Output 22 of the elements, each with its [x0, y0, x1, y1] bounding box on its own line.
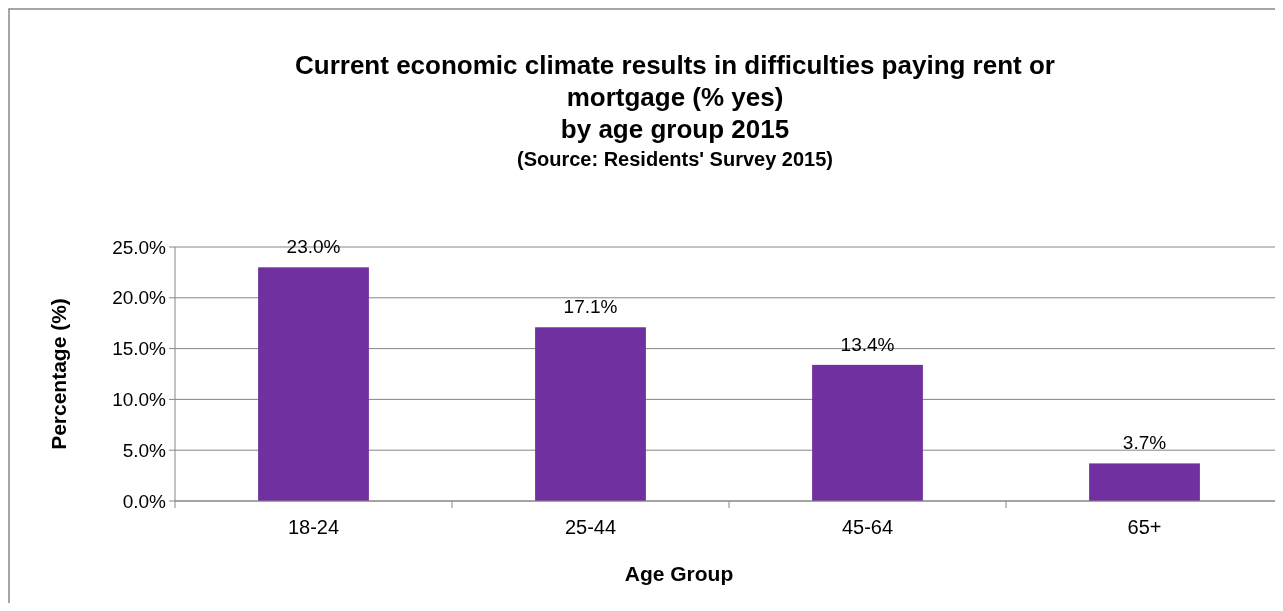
x-tick-label: 65+: [1127, 516, 1162, 538]
x-axis-title: Age Group: [624, 562, 734, 585]
data-label: 13.4%: [840, 333, 895, 355]
x-tick-label: 18-24: [287, 516, 340, 538]
bar: [258, 267, 369, 501]
y-axis-title: Percentage (%): [47, 298, 70, 450]
bar: [535, 327, 646, 501]
x-tick-label: 25-44: [564, 516, 617, 538]
data-label: 17.1%: [563, 296, 618, 318]
y-tick-label: 0.0%: [122, 490, 167, 512]
y-tick-label: 5.0%: [122, 439, 167, 461]
data-label: 3.7%: [1122, 432, 1167, 454]
bar: [812, 364, 923, 501]
y-tick-label: 15.0%: [112, 338, 167, 360]
y-tick-label: 10.0%: [112, 389, 167, 411]
y-tick-label: 20.0%: [112, 287, 167, 309]
chart-subtitle: (Source: Residents' Survey 2015): [517, 148, 833, 170]
bar: [1089, 463, 1200, 501]
chart-title: Current economic climate results in difficulties paying rent or mortgage (% yes) by age group 2015: [295, 50, 1055, 144]
y-tick-label: 25.0%: [112, 236, 167, 258]
x-tick-label: 45-64: [841, 516, 894, 538]
data-label: 23.0%: [286, 236, 341, 258]
